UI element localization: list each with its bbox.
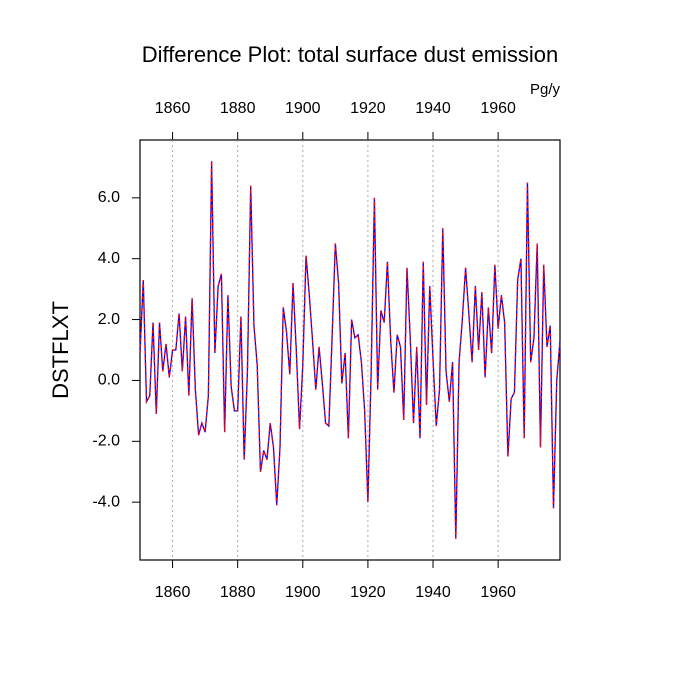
y-tick-label: 0.0 bbox=[98, 372, 120, 389]
x-tick-label: 1860 bbox=[155, 584, 191, 601]
y-axis-label: DSTFLXT bbox=[48, 301, 73, 399]
chart-title: Difference Plot: total surface dust emis… bbox=[142, 42, 559, 67]
x-tick-label-top: 1860 bbox=[155, 100, 191, 117]
plot-frame bbox=[139, 139, 561, 561]
x-tick-label: 1960 bbox=[480, 584, 516, 601]
y-tick-label: -4.0 bbox=[92, 493, 120, 510]
x-tick-label-top: 1880 bbox=[220, 100, 256, 117]
y-tick-label: 6.0 bbox=[98, 189, 120, 206]
x-tick-label: 1880 bbox=[220, 584, 256, 601]
y-tick-label: 4.0 bbox=[98, 250, 120, 267]
units-label: Pg/y bbox=[530, 81, 561, 98]
series-line bbox=[139, 161, 561, 539]
x-tick-label-top: 1900 bbox=[285, 100, 321, 117]
x-tick-label: 1940 bbox=[415, 584, 451, 601]
series-line-dash bbox=[139, 161, 561, 539]
y-tick-label: 2.0 bbox=[98, 311, 120, 328]
x-tick-label-top: 1960 bbox=[480, 100, 516, 117]
x-tick-label: 1920 bbox=[350, 584, 386, 601]
x-tick-label: 1900 bbox=[285, 584, 321, 601]
x-tick-label-top: 1920 bbox=[350, 100, 386, 117]
x-tick-label-top: 1940 bbox=[415, 100, 451, 117]
y-tick-label: -2.0 bbox=[92, 433, 120, 450]
